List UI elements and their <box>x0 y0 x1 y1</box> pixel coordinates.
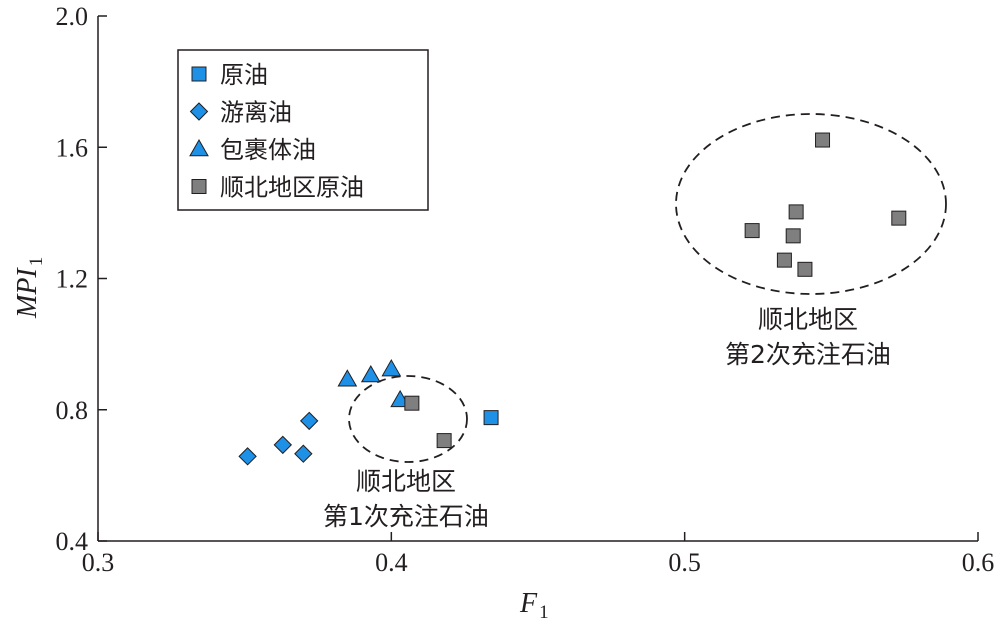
legend-label-1: 游离油 <box>220 99 292 127</box>
annotations: 顺北地区 第1次充注石油 顺北地区 第2次充注石油 <box>323 305 891 531</box>
ellipse-layer <box>348 113 947 463</box>
y-tick-label-2: 1.2 <box>56 265 89 294</box>
y-axis-title: MPI1 <box>12 257 47 319</box>
y-axis-title-sub: 1 <box>26 257 47 267</box>
point-s3-2 <box>744 223 760 239</box>
x-tick-label-2: 0.5 <box>668 548 701 577</box>
y-tick-label-3: 1.6 <box>56 133 89 162</box>
y-tick-label-1: 0.8 <box>56 396 89 425</box>
legend-marker-0 <box>191 66 207 82</box>
x-tick-label-0: 0.3 <box>82 548 115 577</box>
legend-marker-3 <box>191 179 207 194</box>
cluster-2-ellipse <box>675 113 947 295</box>
annotation-2-line-1: 顺北地区 <box>758 305 858 334</box>
points-layer <box>238 132 907 466</box>
point-s2-2 <box>381 359 402 377</box>
point-s1-1 <box>273 435 293 455</box>
x-axis-title-sub: 1 <box>539 602 549 623</box>
y-axis-title-main: MPI <box>12 267 43 319</box>
point-s3-5 <box>788 204 804 220</box>
x-tick-label-1: 0.4 <box>375 548 408 577</box>
legend-label-2: 包裹体油 <box>220 136 316 164</box>
legend-marker-2 <box>189 138 209 157</box>
annotation-1-line-1: 顺北地区 <box>356 467 456 496</box>
point-s3-1 <box>436 433 452 449</box>
tick-layer: 0.40.81.21.62.00.3 0.4 0.5 0.6 <box>56 2 995 577</box>
x-axis-title-main: F <box>519 588 538 619</box>
point-s3-7 <box>815 132 831 148</box>
point-s3-6 <box>797 261 813 277</box>
point-s3-0 <box>404 395 420 411</box>
point-s2-0 <box>337 369 358 387</box>
legend-box <box>177 49 429 211</box>
legend-label-0: 原油 <box>220 61 268 89</box>
legend-label-3: 顺北地区原油 <box>220 174 364 202</box>
point-s3-4 <box>785 228 801 244</box>
cluster-1-ellipse <box>348 375 468 463</box>
point-s1-3 <box>299 411 319 431</box>
point-s1-0 <box>238 447 257 466</box>
annotation-2-line-2: 第2次充注石油 <box>725 340 891 369</box>
annotation-1-line-2: 第1次充注石油 <box>323 502 489 531</box>
y-tick-label-0: 0.4 <box>56 527 89 556</box>
x-tick-label-3: 0.6 <box>962 548 995 577</box>
point-s3-3 <box>776 252 792 268</box>
point-s2-1 <box>360 364 381 383</box>
point-s3-8 <box>891 210 907 226</box>
legend-marker-1 <box>189 102 209 121</box>
point-s0-0 <box>483 410 499 426</box>
point-s1-2 <box>294 444 313 463</box>
y-tick-label-4: 2.0 <box>56 2 89 31</box>
